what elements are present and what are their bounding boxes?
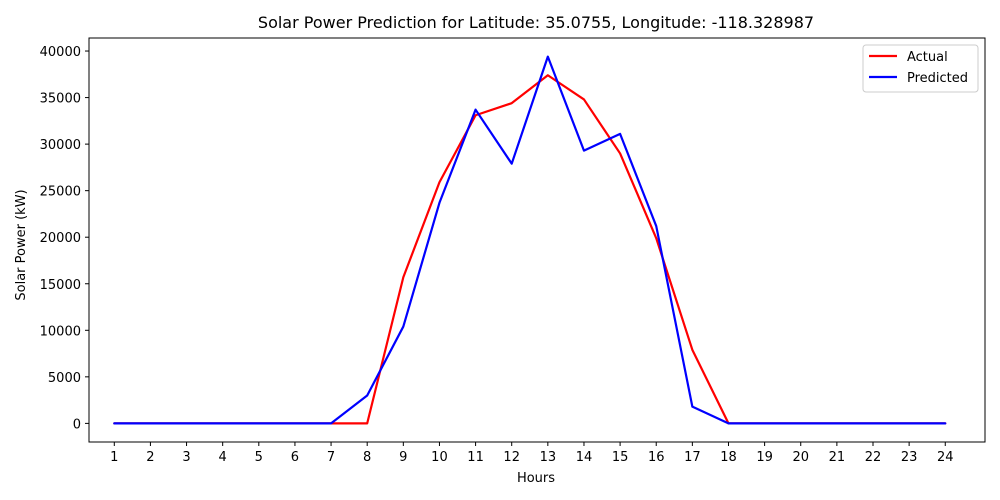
x-tick-label: 21 [829,450,846,465]
axes-frame [88,37,986,443]
x-tick-label: 10 [431,450,448,465]
x-tick-label: 15 [612,450,629,465]
x-axis-label: Hours [517,471,555,486]
x-tick-label: 18 [720,450,737,465]
x-tick-label: 5 [255,450,263,465]
y-tick-label: 15000 [40,278,81,293]
x-tick-label: 22 [865,450,882,465]
series-line-predicted [113,55,947,425]
x-tick-label: 3 [182,450,190,465]
y-axis-label: Solar Power (kW) [14,189,29,300]
x-tick-label: 24 [937,450,954,465]
y-tick-label: 40000 [40,45,81,60]
x-tick-label: 13 [540,450,557,465]
y-tick-label: 10000 [40,324,81,339]
y-tick-label: 30000 [40,138,81,153]
y-tick-label: 0 [73,417,81,432]
x-tick-label: 14 [576,450,593,465]
legend: Actual Predicted [862,44,979,93]
x-tick-label: 20 [792,450,809,465]
x-tick-label: 6 [291,450,299,465]
y-tick-label: 25000 [40,185,81,200]
legend-label: Actual [907,50,948,65]
x-tick-label: 19 [756,450,773,465]
x-tick-label: 7 [327,450,335,465]
series-line-actual [113,74,947,425]
x-tick-label: 4 [219,450,227,465]
legend-label: Predicted [907,71,968,86]
x-tick-label: 2 [146,450,154,465]
x-tick-label: 16 [648,450,665,465]
x-tick-label: 8 [363,450,371,465]
y-tick-label: 5000 [48,371,81,386]
x-tick-label: 9 [399,450,407,465]
x-tick-label: 1 [110,450,118,465]
x-tick-label: 17 [684,450,701,465]
y-tick-label: 20000 [40,231,81,246]
y-tick-label: 35000 [40,92,81,107]
x-tick-label: 23 [901,450,918,465]
chart-title: Solar Power Prediction for Latitude: 35.… [258,13,814,32]
plot-area: 1 2 3 4 5 6 7 8 9 10 11 12 13 14 15 16 17 18 19 20 21 22 23 240… [40,37,986,465]
x-tick-label: 12 [503,450,520,465]
x-tick-label: 11 [467,450,484,465]
